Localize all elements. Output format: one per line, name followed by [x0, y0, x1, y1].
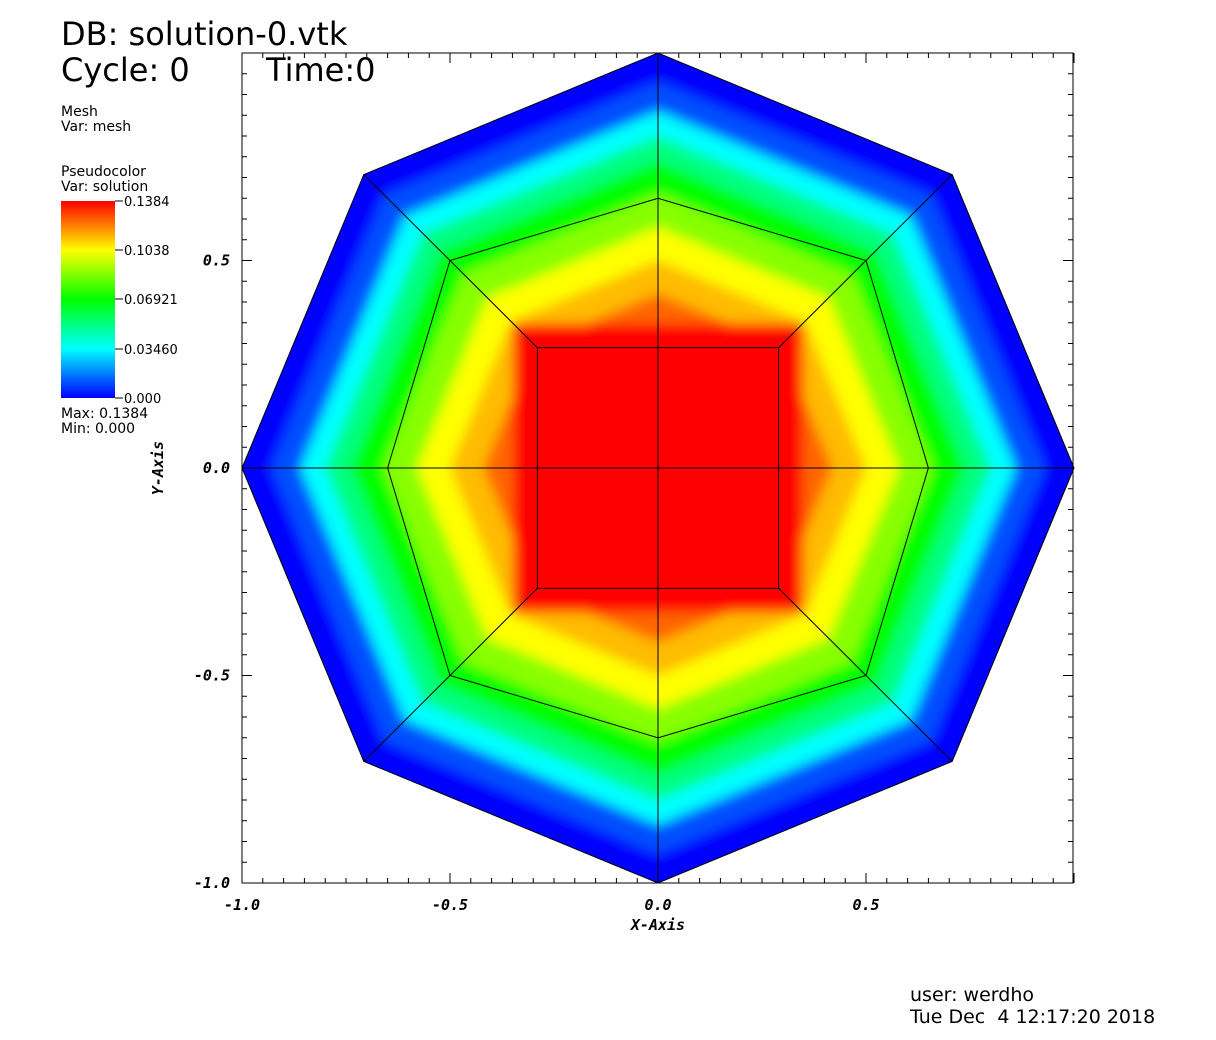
mesh-spoke-inner [449, 587, 538, 676]
colorbar-ticks [115, 200, 123, 399]
legend-max: Max: 0.1384 [61, 406, 149, 422]
date-label: Tue Dec 4 12:17:20 2018 [910, 1006, 1156, 1028]
mesh-spoke-outer [363, 675, 451, 762]
field-contour-band [325, 136, 991, 800]
x-tick-label: -1.0 [224, 896, 260, 914]
mesh-spoke-inner [778, 587, 867, 676]
y-axis-title: Y-Axis [149, 441, 167, 495]
mesh-spoke-outer [865, 174, 953, 261]
legend-min: Min: 0.000 [61, 421, 136, 437]
field-contour-band [242, 53, 1074, 883]
field-layers [242, 53, 1074, 883]
field-contour-band [416, 227, 900, 709]
plot-frame [241, 52, 1074, 884]
colorbar-tick-label: 0.000 [124, 392, 161, 405]
axis-ticks [241, 52, 1075, 884]
legend-mesh-var: Var: mesh [61, 119, 132, 135]
field-contour-band [483, 293, 833, 643]
field-contour-band [450, 260, 866, 676]
mesh-inner-square [536, 347, 780, 589]
legend-pseudocolor-var: Var: solution [61, 179, 149, 195]
field-contour-band [271, 82, 1045, 854]
mesh-outer-octagon [241, 52, 1075, 884]
field-core [513, 323, 803, 613]
field-contour-band [383, 194, 933, 742]
field-contour-band [516, 326, 800, 610]
database-title: DB: solution-0.vtk [61, 15, 348, 53]
mesh-spoke-inner [449, 260, 538, 349]
y-tick-label: 0.0 [203, 459, 230, 477]
legend-pseudocolor-name: Pseudocolor [61, 164, 146, 180]
field-contour-band [300, 111, 1016, 825]
field-contour-band [350, 160, 966, 776]
user-label: user: werdho [910, 984, 1034, 1006]
pseudocolor-field [242, 53, 1074, 883]
y-tick-label: 0.5 [203, 252, 230, 270]
colorbar-tick-label: 0.1384 [124, 195, 170, 210]
colorbar-tick-label: 0.1038 [124, 244, 170, 259]
mesh-spoke-inner [778, 260, 867, 349]
mesh-inner-octagon [387, 197, 929, 739]
colorbar-tick-label: 0.03460 [124, 343, 178, 358]
y-tick-label: -0.5 [194, 667, 230, 685]
colorbar-tick-label: 0.06921 [124, 293, 178, 308]
colorbar: 0.1384 0.1038 0.06921 0.03460 0.000 [61, 195, 178, 405]
x-axis-title: X-Axis [629, 916, 685, 934]
mesh-spoke-outer [363, 174, 451, 261]
time-label: Time:0 [266, 51, 376, 89]
mesh-lines [241, 52, 1075, 884]
legend-mesh-name: Mesh [61, 104, 98, 120]
mesh-spoke-outer [865, 675, 953, 762]
field-core-square [537, 347, 779, 589]
colorbar-gradient [61, 201, 115, 398]
cycle-label: Cycle: 0 [61, 51, 190, 89]
y-tick-label: -1.0 [194, 874, 230, 892]
x-tick-label: -0.5 [432, 896, 468, 914]
x-tick-label: 0.5 [852, 896, 879, 914]
x-tick-label: 0.0 [644, 896, 671, 914]
axis-tick-labels: -1.0 -0.5 0.0 0.5 -1.0 -0.5 0.0 0.5 [194, 252, 880, 915]
